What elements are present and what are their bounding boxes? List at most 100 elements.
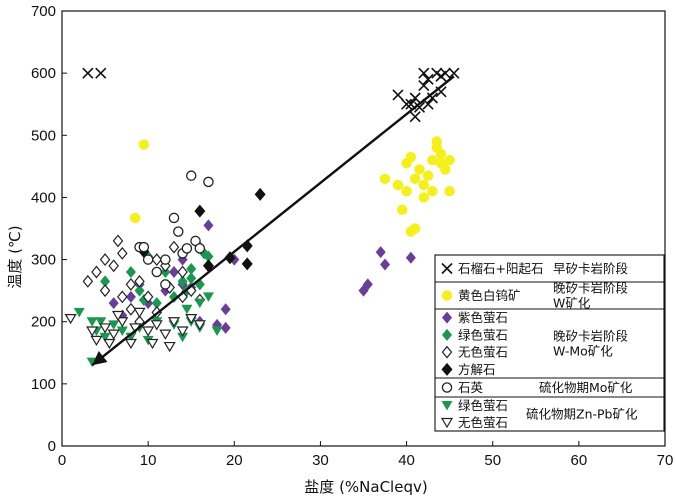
- data-point: [392, 179, 404, 191]
- legend-stage-label: 硫化物期Zn-Pb矿化: [526, 407, 638, 422]
- data-point: [99, 253, 111, 267]
- data-point: [440, 164, 451, 175]
- x-tick-label: 20: [226, 452, 243, 469]
- series-0: [82, 67, 460, 123]
- data-point: [134, 284, 145, 297]
- data-point: [418, 192, 429, 203]
- legend-stage-label: W矿化: [553, 296, 591, 311]
- y-tick-label: 700: [31, 3, 56, 20]
- x-tick-label: 30: [312, 452, 329, 469]
- data-point: [142, 326, 155, 337]
- data-point: [168, 290, 179, 303]
- data-point: [108, 297, 119, 310]
- legend-marker: [441, 362, 453, 376]
- data-point: [392, 89, 404, 101]
- y-tick-label: 200: [31, 314, 56, 331]
- data-point: [427, 186, 438, 197]
- data-point: [405, 151, 417, 163]
- data-point: [168, 240, 180, 254]
- y-tick-label: 0: [48, 438, 56, 455]
- plot-frame: [61, 10, 666, 447]
- data-point: [90, 335, 103, 347]
- data-point: [73, 307, 85, 318]
- y-axis-label: 温度 (℃): [6, 225, 24, 288]
- data-point: [124, 338, 137, 350]
- data-point: [108, 320, 120, 330]
- data-point: [130, 212, 141, 224]
- data-point: [142, 254, 154, 265]
- legend-marker: [442, 328, 452, 341]
- data-point: [82, 274, 94, 288]
- data-point: [99, 323, 112, 334]
- legend-entry-label: 无色萤石: [458, 345, 508, 360]
- data-point: [409, 92, 421, 104]
- x-tick-label: 70: [657, 452, 674, 469]
- x-tick-label: 60: [571, 452, 588, 469]
- data-point: [422, 73, 434, 85]
- data-point: [150, 320, 163, 331]
- data-point: [379, 173, 391, 184]
- series-8: [64, 307, 206, 353]
- data-point: [181, 304, 193, 315]
- data-point: [103, 338, 116, 350]
- data-point: [133, 307, 146, 319]
- data-point: [163, 341, 176, 353]
- legend-marker: [441, 382, 453, 393]
- data-point: [177, 332, 189, 343]
- data-point: [414, 164, 425, 175]
- data-point: [108, 259, 119, 273]
- data-point: [186, 272, 197, 285]
- data-point: [439, 67, 451, 79]
- series-1: [130, 136, 455, 237]
- data-point: [168, 212, 180, 224]
- data-point: [413, 101, 426, 113]
- data-point: [111, 310, 125, 322]
- trend-line: [91, 75, 455, 367]
- data-point: [380, 258, 391, 271]
- data-point: [435, 148, 447, 160]
- y-tick-label: 300: [31, 252, 56, 269]
- data-point: [125, 266, 136, 278]
- data-point: [203, 219, 214, 232]
- data-point: [220, 303, 231, 316]
- data-point: [116, 326, 128, 337]
- data-point: [125, 277, 137, 291]
- data-point: [194, 298, 206, 309]
- data-point: [64, 314, 77, 325]
- data-point: [203, 250, 214, 263]
- y-tick-label: 500: [31, 127, 56, 144]
- x-tick-label: 10: [140, 452, 157, 469]
- legend-entry-label: 石英: [458, 380, 484, 395]
- data-point: [431, 136, 442, 147]
- legend-entry-label: 无色萤石: [458, 415, 508, 430]
- data-point: [405, 251, 416, 264]
- y-tick-label: 100: [31, 376, 56, 393]
- data-point: [409, 111, 421, 123]
- data-point: [177, 275, 188, 288]
- data-points: [64, 67, 460, 368]
- x-tick-label: 0: [58, 452, 66, 469]
- data-point: [362, 278, 373, 291]
- data-point: [82, 67, 94, 79]
- data-point: [159, 329, 172, 340]
- data-point: [112, 234, 124, 248]
- data-point: [444, 186, 455, 197]
- data-point: [185, 314, 198, 325]
- legend-marker: [441, 345, 453, 359]
- data-point: [418, 80, 430, 92]
- data-point: [125, 302, 137, 316]
- data-point: [401, 98, 413, 110]
- data-point: [138, 241, 150, 253]
- data-point: [138, 139, 150, 150]
- data-point: [194, 204, 206, 218]
- trend-line-group: [91, 75, 455, 367]
- data-point: [91, 265, 102, 279]
- y-tick-label: 400: [31, 189, 56, 206]
- data-point: [116, 317, 129, 328]
- data-point: [167, 317, 181, 328]
- data-point: [397, 204, 408, 216]
- data-point: [375, 246, 386, 259]
- legend-stage-label: W-Mo矿化: [553, 344, 613, 359]
- legend-entry-label: 方解石: [458, 362, 496, 377]
